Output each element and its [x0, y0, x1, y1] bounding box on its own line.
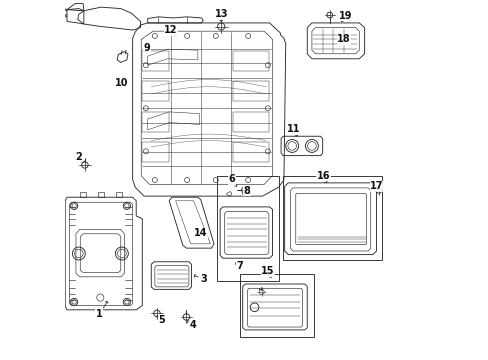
Text: 4: 4: [187, 320, 196, 330]
Text: 17: 17: [370, 181, 383, 192]
Text: 5: 5: [157, 315, 165, 325]
Text: 2: 2: [75, 152, 84, 163]
Text: 16: 16: [316, 171, 329, 183]
Text: 10: 10: [115, 78, 128, 88]
Bar: [216, 176, 279, 282]
Text: 3: 3: [194, 274, 206, 284]
Text: 13: 13: [214, 9, 227, 21]
Bar: [240, 274, 313, 337]
Text: 8: 8: [242, 186, 250, 196]
Text: 7: 7: [235, 261, 243, 271]
Text: 9: 9: [143, 44, 150, 53]
Text: 14: 14: [194, 228, 207, 238]
Bar: [283, 176, 381, 260]
Text: 19: 19: [338, 11, 352, 21]
Text: 15: 15: [261, 266, 274, 277]
Text: 6: 6: [228, 174, 237, 186]
Text: 12: 12: [164, 25, 177, 36]
Text: 1: 1: [96, 302, 108, 319]
Text: 11: 11: [286, 124, 300, 136]
Text: 18: 18: [337, 35, 350, 44]
